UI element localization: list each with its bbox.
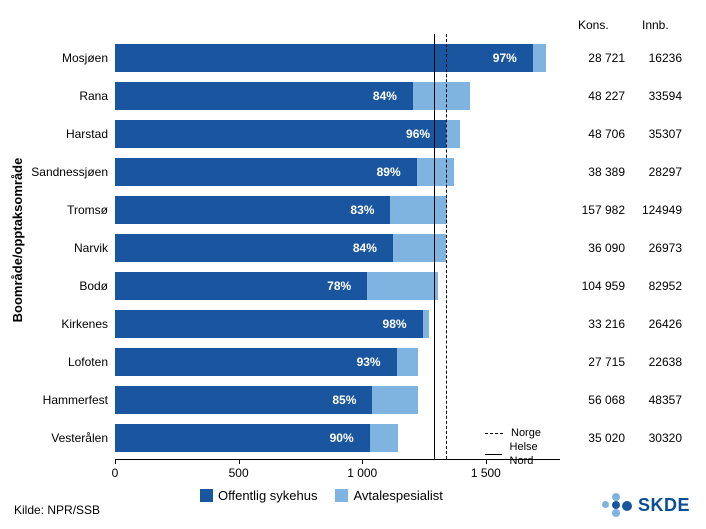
- bar-series1: [115, 44, 533, 72]
- legend-swatch-2: [335, 489, 348, 502]
- x-tick-label: 1 000: [347, 466, 377, 480]
- bar-pct-label: 89%: [377, 158, 401, 186]
- row-kons-value: 36 090: [575, 234, 625, 262]
- legend-swatch-1: [200, 489, 213, 502]
- bar-pct-label: 78%: [327, 272, 351, 300]
- row-innb-value: 124949: [637, 196, 682, 224]
- column-header-kons: Kons.: [578, 18, 609, 32]
- bar-row: Kirkenes98%33 21626426: [115, 310, 560, 338]
- dash-mark: [485, 433, 503, 434]
- row-innb-value: 26973: [637, 234, 682, 262]
- plot-area: Mosjøen97%28 72116236 Rana84%48 22733594 H…: [115, 34, 560, 460]
- bar-row: Bodø78%104 95982952: [115, 272, 560, 300]
- x-tick: [239, 459, 240, 464]
- bar-series1: [115, 234, 393, 262]
- legend-label-1: Offentlig sykehus: [218, 488, 317, 503]
- bar-series1: [115, 158, 417, 186]
- row-kons-value: 48 227: [575, 82, 625, 110]
- row-innb-value: 22638: [637, 348, 682, 376]
- row-kons-value: 104 959: [575, 272, 625, 300]
- bar-pct-label: 98%: [383, 310, 407, 338]
- bar-series1: [115, 310, 423, 338]
- bar-pct-label: 96%: [406, 120, 430, 148]
- source-label: Kilde: NPR/SSB: [14, 503, 100, 517]
- row-label: Mosjøen: [0, 44, 108, 72]
- row-innb-value: 26426: [637, 310, 682, 338]
- row-kons-value: 56 068: [575, 386, 625, 414]
- row-kons-value: 157 982: [575, 196, 625, 224]
- bar-pct-label: 83%: [350, 196, 374, 224]
- ref-line-solid: [434, 34, 435, 459]
- row-innb-value: 35307: [637, 120, 682, 148]
- x-tick-label: 0: [112, 466, 119, 480]
- row-kons-value: 35 020: [575, 424, 625, 452]
- bar-row: Lofoten93%27 71522638: [115, 348, 560, 376]
- bar-pct-label: 85%: [332, 386, 356, 414]
- row-label: Sandnessjøen: [0, 158, 108, 186]
- logo-text: SKDE: [638, 495, 690, 516]
- bar-pct-label: 93%: [357, 348, 381, 376]
- bar-pct-label: 84%: [353, 234, 377, 262]
- row-innb-value: 48357: [637, 386, 682, 414]
- bar-pct-label: 90%: [330, 424, 354, 452]
- legend-item-series2: Avtalespesialist: [335, 488, 442, 503]
- x-tick: [115, 459, 116, 464]
- row-kons-value: 27 715: [575, 348, 625, 376]
- bar-row: Sandnessjøen89%38 38928297: [115, 158, 560, 186]
- row-innb-value: 33594: [637, 82, 682, 110]
- legend-item-series1: Offentlig sykehus: [200, 488, 317, 503]
- row-label: Bodø: [0, 272, 108, 300]
- row-innb-value: 28297: [637, 158, 682, 186]
- chart-container: Boområde/opptaksområde Kons. Innb. Mosjø…: [0, 0, 706, 529]
- row-innb-value: 16236: [637, 44, 682, 72]
- ref-label-norge: Norge: [511, 426, 541, 440]
- x-tick-label: 500: [229, 466, 249, 480]
- bar-row: Mosjøen97%28 72116236: [115, 44, 560, 72]
- row-label: Narvik: [0, 234, 108, 262]
- bar-row: Hammerfest85%56 06848357: [115, 386, 560, 414]
- x-tick: [362, 459, 363, 464]
- row-label: Tromsø: [0, 196, 108, 224]
- bar-pct-label: 97%: [493, 44, 517, 72]
- row-label: Hammerfest: [0, 386, 108, 414]
- bar-series1: [115, 82, 413, 110]
- row-label: Harstad: [0, 120, 108, 148]
- x-tick-label: 1 500: [471, 466, 501, 480]
- bar-row: Rana84%48 22733594: [115, 82, 560, 110]
- logo-dots-icon: [598, 491, 632, 519]
- bar-series1: [115, 120, 446, 148]
- ref-line-dashed: [446, 34, 447, 459]
- row-label: Vesterålen: [0, 424, 108, 452]
- bar-row: Harstad96%48 70635307: [115, 120, 560, 148]
- bar-pct-label: 84%: [373, 82, 397, 110]
- skde-logo: SKDE: [598, 491, 690, 519]
- row-label: Kirkenes: [0, 310, 108, 338]
- row-innb-value: 30320: [637, 424, 682, 452]
- row-innb-value: 82952: [637, 272, 682, 300]
- row-kons-value: 48 706: [575, 120, 625, 148]
- bar-row: Narvik84%36 09026973: [115, 234, 560, 262]
- solid-mark: [485, 454, 502, 455]
- bar-series1: [115, 196, 390, 224]
- row-kons-value: 33 216: [575, 310, 625, 338]
- bar-series1: [115, 348, 397, 376]
- row-kons-value: 38 389: [575, 158, 625, 186]
- bar-row: Tromsø83%157 982124949: [115, 196, 560, 224]
- reference-legend: Norge Helse Nord: [485, 426, 560, 468]
- row-kons-value: 28 721: [575, 44, 625, 72]
- column-header-innb: Innb.: [642, 18, 669, 32]
- series-legend: Offentlig sykehus Avtalespesialist: [200, 488, 443, 503]
- ref-label-helsenord: Helse Nord: [510, 440, 560, 468]
- row-label: Rana: [0, 82, 108, 110]
- legend-label-2: Avtalespesialist: [353, 488, 442, 503]
- row-label: Lofoten: [0, 348, 108, 376]
